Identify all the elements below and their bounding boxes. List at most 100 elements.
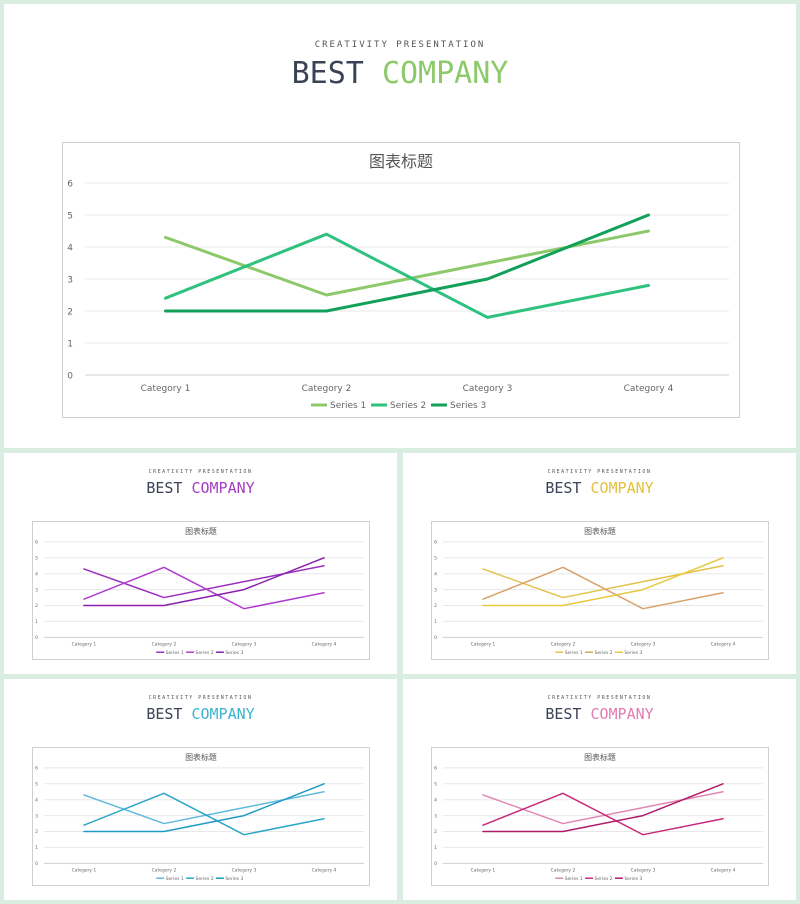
line-chart: 图表标题 0 1 2 3 4 5 6 Category 1 Category 2 Category … [62, 142, 740, 418]
chart-svg: 图表标题 0 1 2 3 4 5 6 Category 1 Category 2 Category … [434, 752, 764, 882]
x-tick-label: Category 1 [141, 384, 191, 394]
legend-label: Series 3 [624, 876, 642, 882]
y-tick-label: 6 [35, 766, 38, 772]
x-tick-label: Category 3 [232, 867, 257, 873]
slide-blue: CREATIVITY PRESENTATION BEST COMPANY 图表标… [4, 679, 397, 900]
chart-title: 图表标题 [185, 526, 217, 536]
series-line-3 [83, 783, 325, 833]
y-tick-label: 6 [434, 540, 437, 546]
series-line-2 [482, 566, 724, 610]
series-line-1 [482, 564, 724, 599]
series-line-1 [164, 229, 650, 297]
series-line-2 [83, 566, 325, 610]
series-line-1 [482, 790, 724, 825]
slide-kicker: CREATIVITY PRESENTATION [547, 469, 652, 475]
slide-headline: BEST COMPANY [403, 479, 796, 497]
x-tick-label: Category 1 [471, 867, 496, 873]
y-tick-label: 2 [35, 603, 38, 609]
legend-label: Series 3 [225, 650, 243, 656]
y-tick-label: 4 [35, 797, 38, 803]
slide-kicker: CREATIVITY PRESENTATION [148, 695, 253, 701]
y-tick-label: 6 [434, 766, 437, 772]
legend-label: Series 2 [595, 650, 613, 656]
x-tick-label: Category 2 [302, 384, 352, 394]
slide-headline: BEST COMPANY [4, 56, 796, 91]
series-line-3 [482, 557, 724, 607]
slide-purple: CREATIVITY PRESENTATION BEST COMPANY 图表标… [4, 453, 397, 674]
slide-pink: CREATIVITY PRESENTATION BEST COMPANY 图表标… [403, 679, 796, 900]
series-line-2 [482, 792, 724, 836]
y-tick-label: 5 [434, 556, 437, 562]
line-chart: 图表标题 0 1 2 3 4 5 6 Category 1 Category 2 Category … [431, 521, 769, 660]
chart-svg: 图表标题 0 1 2 3 4 5 6 Category 1 Category 2 Category … [35, 526, 365, 656]
legend-label: Series 1 [565, 876, 583, 882]
chart-title: 图表标题 [185, 752, 217, 762]
slide-gold: CREATIVITY PRESENTATION BEST COMPANY 图表标… [403, 453, 796, 674]
legend-label: Series 3 [624, 650, 642, 656]
y-tick-label: 0 [67, 372, 73, 382]
y-tick-label: 6 [67, 180, 73, 190]
series-line-2 [83, 792, 325, 836]
x-tick-label: Category 3 [631, 641, 656, 647]
headline-word-best: BEST [545, 705, 582, 723]
x-tick-label: Category 1 [72, 867, 97, 873]
slide-kicker: CREATIVITY PRESENTATION [314, 40, 486, 50]
x-tick-label: Category 1 [72, 641, 97, 647]
headline-word-company: COMPANY [381, 56, 509, 91]
series-line-1 [83, 564, 325, 599]
x-tick-label: Category 2 [152, 641, 177, 647]
legend-label: Series 2 [595, 876, 613, 882]
line-chart: 图表标题 0 1 2 3 4 5 6 Category 1 Category 2 Category … [431, 747, 769, 886]
series-line-2 [164, 232, 650, 319]
y-tick-label: 0 [35, 861, 38, 867]
x-tick-label: Category 4 [711, 641, 736, 647]
legend-label: Series 1 [330, 401, 366, 411]
chart-svg: 图表标题 0 1 2 3 4 5 6 Category 1 Category 2 Category … [67, 152, 729, 411]
y-tick-label: 6 [35, 540, 38, 546]
y-tick-label: 5 [434, 782, 437, 788]
y-tick-label: 4 [434, 571, 437, 577]
slide-headline: BEST COMPANY [403, 705, 796, 723]
headline-word-best: BEST [545, 479, 582, 497]
y-tick-label: 2 [67, 308, 73, 318]
series-line-1 [83, 790, 325, 825]
x-tick-label: Category 1 [471, 641, 496, 647]
x-tick-label: Category 4 [312, 641, 337, 647]
line-chart: 图表标题 0 1 2 3 4 5 6 Category 1 Category 2 Category … [32, 521, 370, 660]
headline-word-company: COMPANY [191, 705, 255, 723]
y-tick-label: 5 [35, 782, 38, 788]
y-tick-label: 1 [434, 619, 437, 625]
headline-word-company: COMPANY [590, 479, 654, 497]
x-tick-label: Category 4 [624, 384, 674, 394]
y-tick-label: 4 [35, 571, 38, 577]
slide-kicker: CREATIVITY PRESENTATION [547, 695, 652, 701]
headline-word-best: BEST [291, 56, 364, 91]
chart-svg: 图表标题 0 1 2 3 4 5 6 Category 1 Category 2 Category … [35, 752, 365, 882]
y-tick-label: 3 [434, 813, 437, 819]
headline-word-company: COMPANY [191, 479, 255, 497]
y-tick-label: 3 [434, 587, 437, 593]
series-line-3 [83, 557, 325, 607]
y-tick-label: 3 [35, 587, 38, 593]
x-tick-label: Category 3 [232, 641, 257, 647]
y-tick-label: 5 [67, 212, 73, 222]
slide-kicker: CREATIVITY PRESENTATION [148, 469, 253, 475]
x-tick-label: Category 3 [463, 384, 513, 394]
legend-label: Series 1 [565, 650, 583, 656]
slide-headline: BEST COMPANY [4, 705, 397, 723]
y-tick-label: 2 [35, 829, 38, 835]
headline-word-company: COMPANY [590, 705, 654, 723]
y-tick-label: 1 [434, 845, 437, 851]
x-tick-label: Category 2 [551, 867, 576, 873]
legend-label: Series 1 [166, 650, 184, 656]
headline-word-best: BEST [146, 479, 183, 497]
y-tick-label: 1 [67, 340, 73, 350]
y-tick-label: 2 [434, 829, 437, 835]
legend-label: Series 2 [196, 876, 214, 882]
x-tick-label: Category 2 [551, 641, 576, 647]
series-line-3 [482, 783, 724, 833]
chart-svg: 图表标题 0 1 2 3 4 5 6 Category 1 Category 2 Category … [434, 526, 764, 656]
slide-main: CREATIVITY PRESENTATION BEST COMPANY 图表标… [4, 4, 796, 448]
y-tick-label: 3 [67, 276, 73, 286]
y-tick-label: 0 [434, 635, 437, 641]
